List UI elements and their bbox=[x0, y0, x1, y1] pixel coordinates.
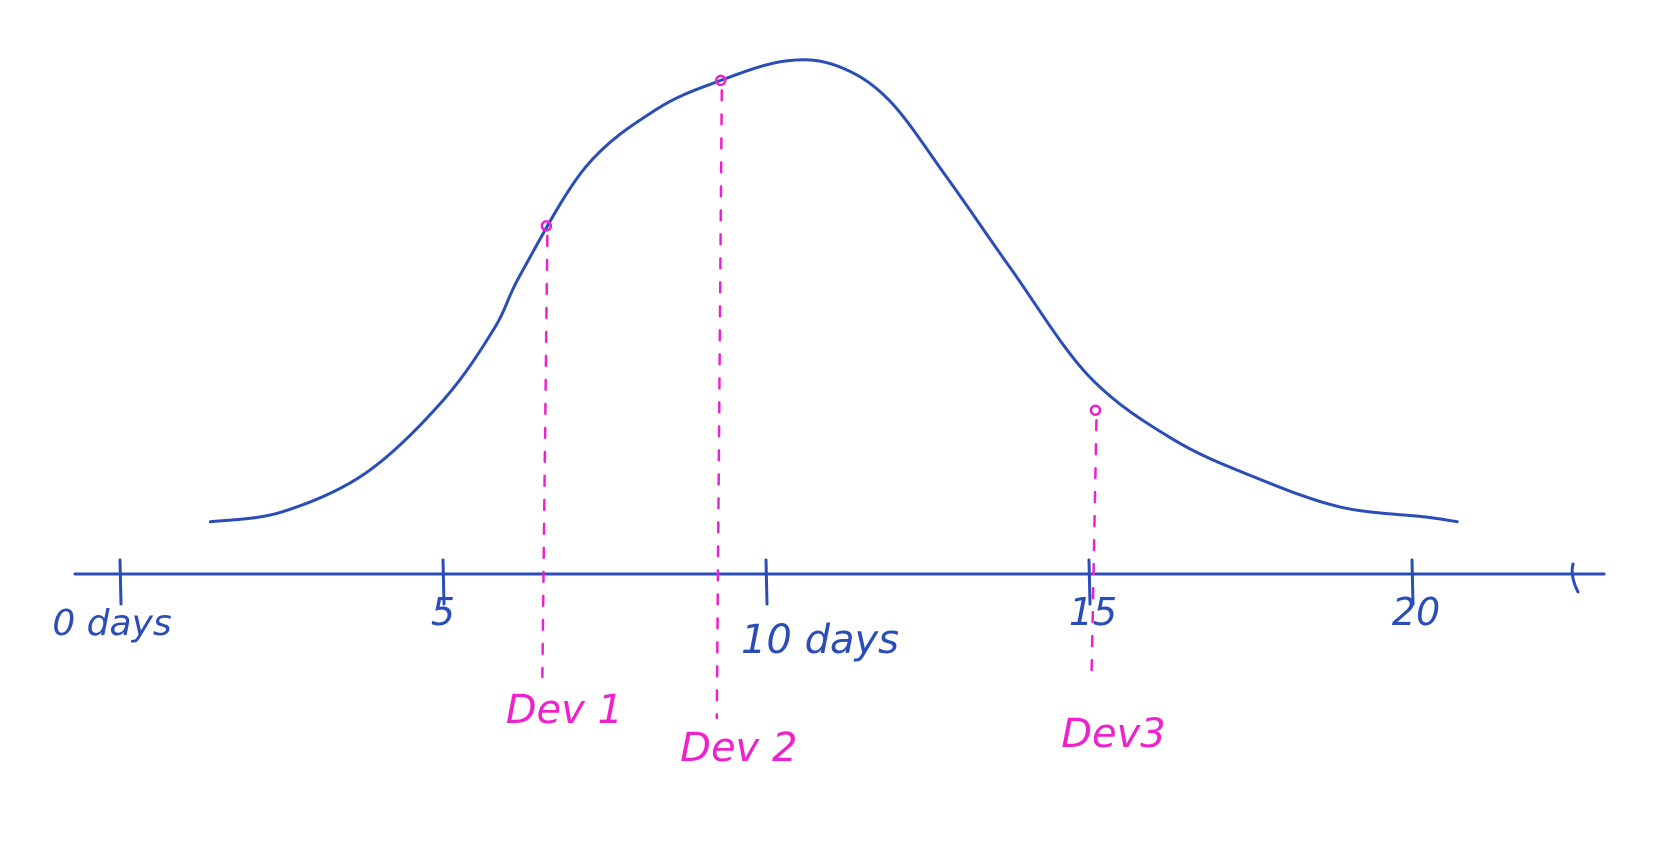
dev-marker-1: Dev 1 bbox=[506, 220, 623, 733]
dev-label-3: Dev3 bbox=[1061, 711, 1166, 757]
x-tick-15 bbox=[1087, 558, 1092, 606]
x-tick-20 bbox=[1410, 558, 1415, 606]
dev-label-1: Dev 1 bbox=[506, 687, 623, 733]
x-tick-0 bbox=[118, 558, 123, 606]
dev-markers: Dev 1 Dev 2 Dev3 bbox=[506, 74, 1166, 771]
dev-point-2 bbox=[715, 74, 727, 87]
tick-label-20: 20 bbox=[1392, 590, 1440, 634]
tick-label-15: 15 bbox=[1069, 590, 1117, 634]
tick-label-5: 5 bbox=[431, 590, 455, 634]
dev-dropline-3 bbox=[1090, 418, 1098, 683]
tick-labels: 0 days 5 10 days 15 20 bbox=[52, 590, 1440, 663]
dev-marker-2: Dev 2 bbox=[680, 74, 797, 771]
dev-label-2: Dev 2 bbox=[680, 725, 797, 771]
x-tick-5 bbox=[441, 558, 446, 606]
dev-marker-3: Dev3 bbox=[1061, 404, 1166, 757]
series-line bbox=[208, 58, 1459, 524]
dev-point-3 bbox=[1089, 404, 1102, 416]
tick-label-0: 0 days bbox=[52, 603, 171, 644]
tick-label-10: 10 days bbox=[741, 617, 899, 663]
dev-point-1 bbox=[540, 220, 553, 232]
dev-dropline-1 bbox=[541, 234, 549, 679]
x-tick-10 bbox=[764, 558, 769, 606]
distribution-curve bbox=[208, 58, 1459, 524]
x-axis bbox=[73, 558, 1606, 606]
x-axis-end-tick bbox=[1570, 562, 1580, 594]
dev-dropline-2 bbox=[715, 89, 724, 720]
